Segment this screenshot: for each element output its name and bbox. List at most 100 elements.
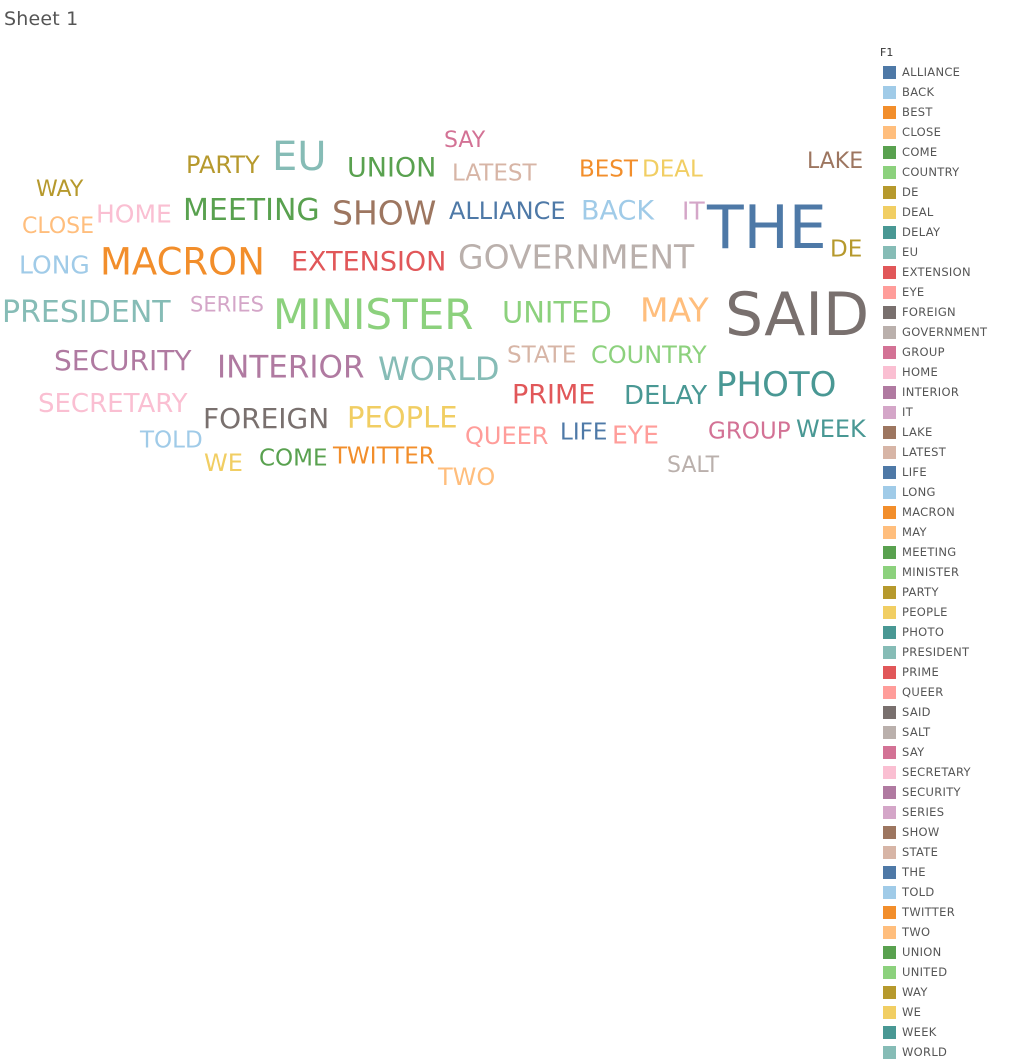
- legend-item[interactable]: SALT: [880, 722, 1020, 742]
- cloud-word-it[interactable]: IT: [682, 196, 705, 226]
- legend-item[interactable]: WE: [880, 1002, 1020, 1022]
- legend-item[interactable]: SAID: [880, 702, 1020, 722]
- cloud-word-president[interactable]: PRESIDENT: [2, 295, 171, 330]
- cloud-word-deal[interactable]: DEAL: [642, 156, 703, 183]
- legend-item[interactable]: BACK: [880, 82, 1020, 102]
- legend-item[interactable]: PRESIDENT: [880, 642, 1020, 662]
- cloud-word-queer[interactable]: QUEER: [465, 422, 549, 450]
- legend-item[interactable]: TWO: [880, 922, 1020, 942]
- cloud-word-photo[interactable]: PHOTO: [716, 365, 837, 405]
- legend-item[interactable]: ALLIANCE: [880, 62, 1020, 82]
- cloud-word-said[interactable]: SAID: [725, 280, 870, 350]
- cloud-word-meeting[interactable]: MEETING: [183, 193, 320, 228]
- cloud-word-eye[interactable]: EYE: [612, 420, 659, 450]
- cloud-word-lake[interactable]: LAKE: [807, 149, 864, 174]
- cloud-word-best[interactable]: BEST: [579, 156, 638, 183]
- legend-item[interactable]: SECURITY: [880, 782, 1020, 802]
- cloud-word-come[interactable]: COME: [259, 445, 328, 472]
- cloud-word-told[interactable]: TOLD: [140, 427, 203, 454]
- cloud-word-life[interactable]: LIFE: [560, 419, 608, 446]
- legend-item[interactable]: QUEER: [880, 682, 1020, 702]
- legend-item[interactable]: LONG: [880, 482, 1020, 502]
- legend-item[interactable]: MEETING: [880, 542, 1020, 562]
- cloud-word-secretary[interactable]: SECRETARY: [38, 389, 188, 419]
- cloud-word-prime[interactable]: PRIME: [512, 379, 596, 411]
- cloud-word-state[interactable]: STATE: [507, 342, 577, 369]
- cloud-word-home[interactable]: HOME: [96, 199, 172, 229]
- legend-item[interactable]: CLOSE: [880, 122, 1020, 142]
- cloud-word-back[interactable]: BACK: [581, 195, 655, 227]
- legend-item[interactable]: SECRETARY: [880, 762, 1020, 782]
- legend-item[interactable]: LAKE: [880, 422, 1020, 442]
- cloud-word-country[interactable]: COUNTRY: [591, 341, 707, 369]
- cloud-word-series[interactable]: SERIES: [190, 292, 264, 317]
- legend-item[interactable]: TOLD: [880, 882, 1020, 902]
- legend-item[interactable]: COUNTRY: [880, 162, 1020, 182]
- cloud-word-eu[interactable]: EU: [272, 134, 327, 180]
- cloud-word-we[interactable]: WE: [204, 449, 243, 477]
- legend-item[interactable]: DEAL: [880, 202, 1020, 222]
- cloud-word-group[interactable]: GROUP: [708, 418, 791, 445]
- cloud-word-two[interactable]: TWO: [438, 463, 496, 491]
- cloud-word-united[interactable]: UNITED: [502, 295, 612, 330]
- cloud-word-union[interactable]: UNION: [347, 152, 437, 184]
- legend-item[interactable]: IT: [880, 402, 1020, 422]
- legend-item[interactable]: DE: [880, 182, 1020, 202]
- legend-item[interactable]: UNION: [880, 942, 1020, 962]
- cloud-word-the[interactable]: THE: [707, 193, 827, 263]
- legend-item[interactable]: EU: [880, 242, 1020, 262]
- cloud-word-people[interactable]: PEOPLE: [347, 400, 458, 435]
- cloud-word-macron[interactable]: MACRON: [100, 240, 265, 284]
- legend-item[interactable]: WORLD: [880, 1042, 1020, 1062]
- cloud-word-say[interactable]: SAY: [444, 128, 486, 153]
- cloud-word-de[interactable]: DE: [830, 236, 863, 263]
- cloud-word-latest[interactable]: LATEST: [452, 160, 537, 187]
- legend-item[interactable]: MINISTER: [880, 562, 1020, 582]
- legend-item[interactable]: PARTY: [880, 582, 1020, 602]
- cloud-word-party[interactable]: PARTY: [186, 151, 260, 179]
- cloud-word-long[interactable]: LONG: [19, 250, 90, 280]
- cloud-word-minister[interactable]: MINISTER: [273, 290, 474, 339]
- legend-item[interactable]: COME: [880, 142, 1020, 162]
- legend-item[interactable]: EXTENSION: [880, 262, 1020, 282]
- legend-item[interactable]: UNITED: [880, 962, 1020, 982]
- legend-item[interactable]: WEEK: [880, 1022, 1020, 1042]
- legend-item[interactable]: MAY: [880, 522, 1020, 542]
- legend-item[interactable]: TWITTER: [880, 902, 1020, 922]
- legend-item[interactable]: GOVERNMENT: [880, 322, 1020, 342]
- cloud-word-foreign[interactable]: FOREIGN: [203, 402, 330, 435]
- legend-item[interactable]: PEOPLE: [880, 602, 1020, 622]
- cloud-word-salt[interactable]: SALT: [667, 453, 720, 478]
- legend-item[interactable]: DELAY: [880, 222, 1020, 242]
- cloud-word-twitter[interactable]: TWITTER: [333, 443, 435, 470]
- cloud-word-delay[interactable]: DELAY: [624, 381, 708, 411]
- cloud-word-week[interactable]: WEEK: [796, 415, 866, 443]
- legend-item[interactable]: THE: [880, 862, 1020, 882]
- cloud-word-interior[interactable]: INTERIOR: [217, 349, 365, 386]
- cloud-word-may[interactable]: MAY: [640, 290, 709, 330]
- cloud-word-alliance[interactable]: ALLIANCE: [449, 197, 566, 225]
- legend-item[interactable]: BEST: [880, 102, 1020, 122]
- cloud-word-show[interactable]: SHOW: [332, 193, 437, 233]
- legend-item[interactable]: SHOW: [880, 822, 1020, 842]
- legend-item[interactable]: LATEST: [880, 442, 1020, 462]
- legend-item[interactable]: GROUP: [880, 342, 1020, 362]
- legend-item[interactable]: STATE: [880, 842, 1020, 862]
- legend-item[interactable]: PRIME: [880, 662, 1020, 682]
- cloud-word-extension[interactable]: EXTENSION: [291, 246, 447, 278]
- legend-item[interactable]: FOREIGN: [880, 302, 1020, 322]
- legend-item[interactable]: MACRON: [880, 502, 1020, 522]
- legend-item[interactable]: PHOTO: [880, 622, 1020, 642]
- legend-item[interactable]: EYE: [880, 282, 1020, 302]
- legend-item[interactable]: LIFE: [880, 462, 1020, 482]
- legend-item[interactable]: WAY: [880, 982, 1020, 1002]
- legend-item[interactable]: SAY: [880, 742, 1020, 762]
- cloud-word-world[interactable]: WORLD: [378, 350, 500, 388]
- legend-item[interactable]: INTERIOR: [880, 382, 1020, 402]
- cloud-word-security[interactable]: SECURITY: [54, 344, 192, 377]
- cloud-word-close[interactable]: CLOSE: [22, 214, 95, 239]
- cloud-word-government[interactable]: GOVERNMENT: [458, 237, 695, 277]
- legend-item[interactable]: SERIES: [880, 802, 1020, 822]
- legend-item[interactable]: HOME: [880, 362, 1020, 382]
- cloud-word-way[interactable]: WAY: [36, 177, 84, 202]
